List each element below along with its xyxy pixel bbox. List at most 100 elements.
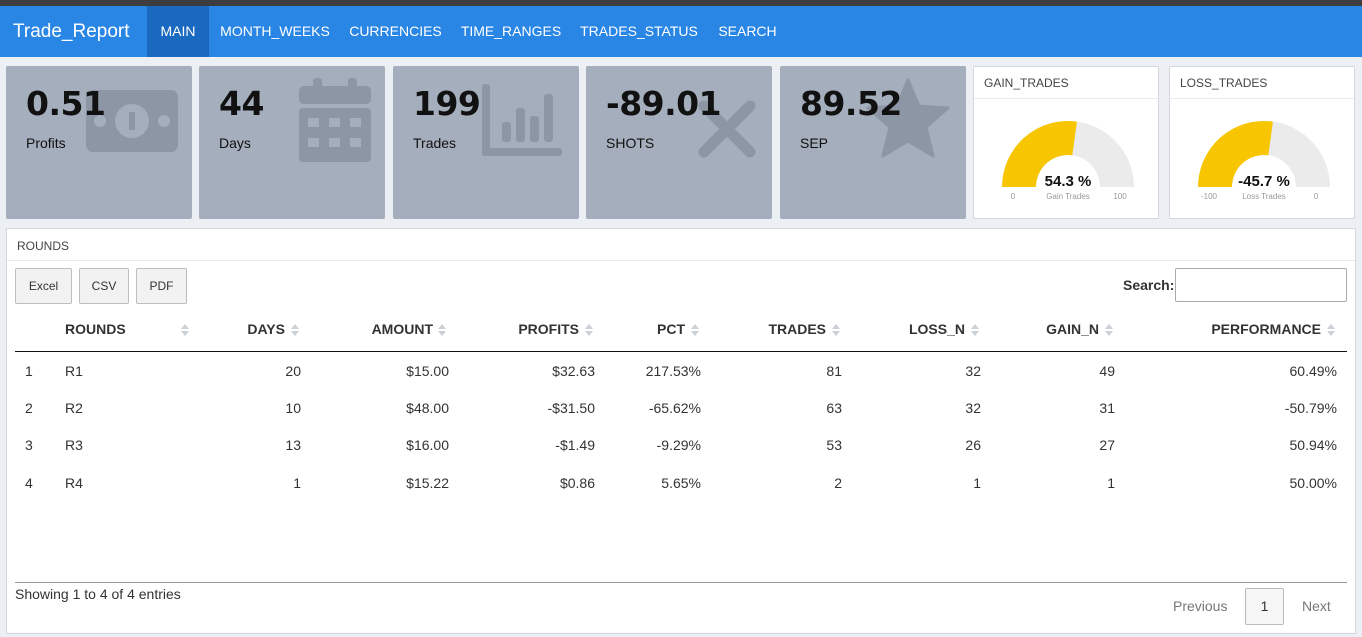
search-label: Search: [1123,277,1175,293]
loss-trades-gauge-fill [1198,120,1273,187]
csv-button[interactable]: CSV [79,268,129,304]
column-header-performance[interactable]: PERFORMANCE [1211,321,1321,337]
row-index: 2 [25,400,33,416]
cell-days: 20 [285,363,301,379]
close-icon [698,100,756,158]
pdf-button[interactable]: PDF [136,268,187,304]
trades-value: 199 [413,84,481,123]
days-value: 44 [219,84,264,123]
tab-trades-status[interactable]: TRADES_STATUS [580,23,698,39]
loss-trades-max: 0 [1314,192,1319,201]
search-input[interactable] [1175,268,1347,302]
loss-trades-box: LOSS_TRADES -45.7 % Loss Trades -100 0 [1169,66,1355,219]
column-header-trades[interactable]: TRADES [768,321,826,337]
column-header-loss-n[interactable]: LOSS_N [908,321,965,337]
tab-time-ranges[interactable]: TIME_RANGES [460,23,562,39]
page-1-button[interactable]: 1 [1245,588,1284,625]
column-header-amount[interactable]: AMOUNT [371,321,433,337]
sort-icon[interactable] [971,324,979,338]
gain-trades-gauge: 54.3 % Gain Trades 0 100 [1002,120,1134,201]
cell-gain-n: 27 [1099,437,1115,453]
cell-loss-n: 26 [965,437,981,453]
money-icon [86,90,178,152]
sort-icon[interactable] [1105,324,1113,338]
row-index: 1 [25,363,33,379]
window-top-strip [0,0,1362,6]
cell-profits: -$31.50 [547,400,595,416]
bar-chart-icon [482,84,562,156]
rounds-title: ROUNDS [7,229,1355,261]
cell-performance: 50.00% [1289,475,1337,491]
cell-loss-n: 1 [973,475,981,491]
cell-round: R4 [65,475,83,491]
gain-trades-min: 0 [1011,192,1016,201]
cell-pct: -65.62% [648,400,701,416]
cell-loss-n: 32 [965,400,981,416]
value-box-days: 44 Days [199,66,385,219]
loss-trades-gauge: -45.7 % Loss Trades -100 0 [1198,120,1330,201]
sort-icon[interactable] [291,324,299,338]
gain-trades-value: 54.3 % [1045,173,1092,190]
sort-icon[interactable] [181,324,189,338]
sort-icon[interactable] [832,324,840,338]
sort-icon[interactable] [585,324,593,338]
sort-icon[interactable] [691,324,699,338]
cell-trades: 53 [826,437,842,453]
loss-trades-value: -45.7 % [1238,173,1290,190]
gain-trades-label: Gain Trades [1046,192,1090,201]
cell-days: 10 [285,400,301,416]
cell-pct: 5.65% [661,475,701,491]
gain-trades-box: GAIN_TRADES 54.3 % Gain Trades 0 100 [973,66,1159,219]
excel-button[interactable]: Excel [15,268,72,304]
column-header-gain-n[interactable]: GAIN_N [1046,321,1099,337]
previous-button[interactable]: Previous [1173,598,1228,614]
sep-value: 89.52 [800,84,902,123]
cell-pct: 217.53% [645,363,701,379]
cell-round: R3 [65,437,83,453]
column-header-profits[interactable]: PROFITS [518,321,579,337]
cell-trades: 63 [826,400,842,416]
gain-trades-title: GAIN_TRADES [974,67,1158,99]
profits-label: Profits [26,135,66,151]
column-header-days[interactable]: DAYS [247,321,285,337]
tab-main[interactable]: MAIN [147,6,209,57]
cell-days: 13 [285,437,301,453]
days-label: Days [219,135,251,151]
cell-gain-n: 49 [1099,363,1115,379]
table-footer-divider [15,582,1347,583]
loss-trades-label: Loss Trades [1242,192,1286,201]
value-box-shots: -89.01 SHOTS [586,66,772,219]
tab-currencies[interactable]: CURRENCIES [349,23,442,39]
row-index: 4 [25,475,33,491]
cell-round: R1 [65,363,83,379]
gain-trades-gauge-fill [1002,120,1077,187]
navbar: Trade_Report MAIN MONTH_WEEKS CURRENCIES… [0,6,1362,57]
row-index: 3 [25,437,33,453]
cell-amount: $15.00 [406,363,449,379]
star-icon [866,78,950,158]
column-header-rounds[interactable]: ROUNDS [65,321,126,337]
sort-icon[interactable] [1327,324,1335,338]
value-box-sep: 89.52 SEP [780,66,966,219]
loss-trades-title: LOSS_TRADES [1170,67,1354,99]
tab-month-weeks[interactable]: MONTH_WEEKS [220,23,330,39]
app-title[interactable]: Trade_Report [13,21,130,42]
table-info: Showing 1 to 4 of 4 entries [15,586,181,602]
column-header-pct[interactable]: PCT [657,321,685,337]
cell-amount: $15.22 [406,475,449,491]
loss-trades-min: -100 [1201,192,1218,201]
sort-icon[interactable] [438,324,446,338]
cell-profits: -$1.49 [555,437,595,453]
table-header-divider [15,351,1347,352]
cell-profits: $32.63 [552,363,595,379]
calendar-icon [299,78,371,162]
next-button[interactable]: Next [1302,598,1331,614]
cell-amount: $48.00 [406,400,449,416]
value-box-profits: 0.51 Profits [6,66,192,219]
tab-search[interactable]: SEARCH [718,23,777,39]
cell-trades: 81 [826,363,842,379]
cell-performance: 60.49% [1289,363,1337,379]
profits-value: 0.51 [26,84,106,123]
cell-profits: $0.86 [559,475,595,491]
value-box-trades: 199 Trades [393,66,579,219]
